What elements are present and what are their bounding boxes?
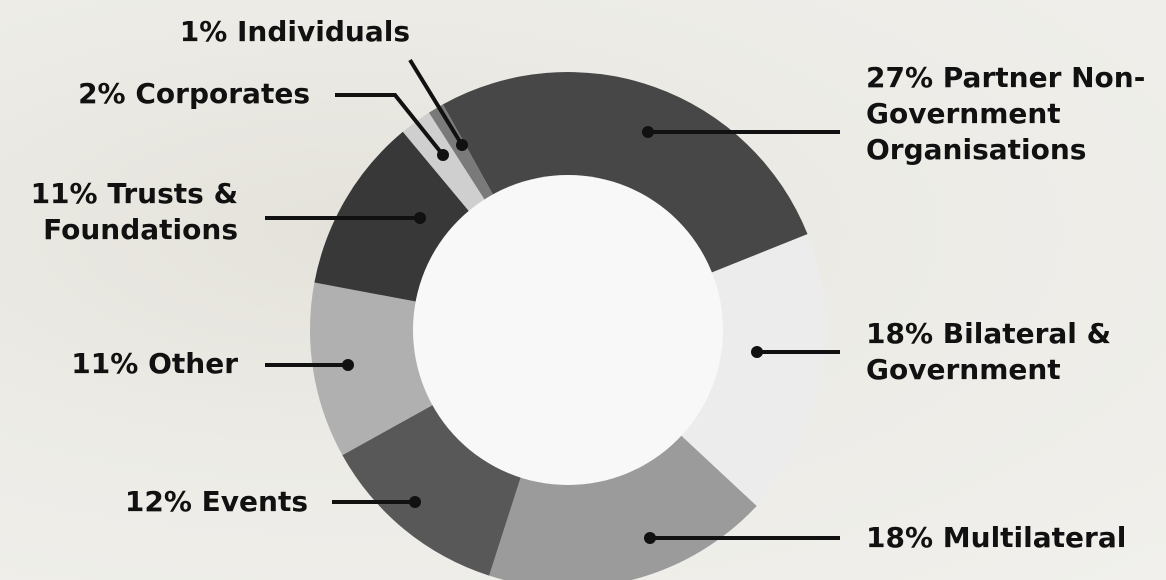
leader-dot xyxy=(751,346,763,358)
leader-dot xyxy=(456,139,468,151)
category-label: Partner Non-Government Organisations xyxy=(866,61,1146,166)
segment-label: 1% Individuals xyxy=(110,14,410,50)
segment-label: 18% Bilateral & Government xyxy=(866,316,1146,388)
value-label: 2% xyxy=(78,77,126,110)
category-label: Individuals xyxy=(237,15,410,48)
segment-label: 11% Other xyxy=(8,346,238,382)
leader-line xyxy=(335,93,445,157)
category-label: Multilateral xyxy=(942,521,1127,554)
leader-dot xyxy=(437,149,449,161)
value-label: 18% xyxy=(866,317,934,350)
category-label: Other xyxy=(148,347,238,380)
leader-dot xyxy=(342,359,354,371)
leader-dot xyxy=(642,126,654,138)
value-label: 1% xyxy=(179,15,228,48)
value-label: 18% xyxy=(866,521,934,554)
segment-label: 27% Partner Non-Government Organisations xyxy=(866,60,1166,168)
value-label: 11% xyxy=(71,347,139,380)
leader-dot xyxy=(409,496,421,508)
category-label: Trusts & Foundations xyxy=(43,177,238,246)
segment-label: 11% Trusts & Foundations xyxy=(8,176,238,248)
category-label: Events xyxy=(201,485,308,518)
leader-dot xyxy=(644,532,656,544)
leader-line xyxy=(408,58,464,147)
category-label: Bilateral & Government xyxy=(866,317,1112,386)
value-label: 27% xyxy=(866,61,934,94)
segment-label: 12% Events xyxy=(58,484,308,520)
segment-label: 18% Multilateral xyxy=(866,520,1166,556)
value-label: 12% xyxy=(124,485,192,518)
donut-hole xyxy=(413,175,723,485)
leader-dot xyxy=(414,212,426,224)
segment-label: 2% Corporates xyxy=(50,76,310,112)
category-label: Corporates xyxy=(135,77,310,110)
value-label: 11% xyxy=(30,177,98,210)
